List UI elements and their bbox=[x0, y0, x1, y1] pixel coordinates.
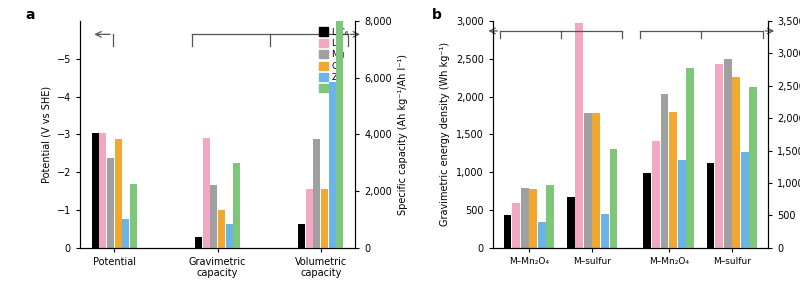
Bar bbox=[195, 237, 202, 248]
Bar bbox=[584, 113, 592, 248]
Bar bbox=[732, 77, 740, 248]
Bar bbox=[669, 112, 677, 248]
Bar bbox=[130, 184, 137, 248]
Text: a: a bbox=[25, 8, 34, 21]
Bar bbox=[652, 141, 660, 248]
Bar bbox=[678, 160, 686, 248]
Y-axis label: Specific capacity (Ah kg⁻¹/Ah l⁻¹): Specific capacity (Ah kg⁻¹/Ah l⁻¹) bbox=[398, 54, 407, 215]
Bar bbox=[610, 149, 618, 248]
Bar bbox=[706, 163, 714, 248]
Bar bbox=[298, 224, 306, 248]
Y-axis label: Potential (V vs SHE): Potential (V vs SHE) bbox=[41, 86, 51, 183]
Bar bbox=[686, 68, 694, 248]
Text: b: b bbox=[432, 8, 442, 21]
Bar bbox=[314, 139, 321, 248]
Bar bbox=[503, 215, 511, 248]
Bar bbox=[530, 189, 537, 248]
Y-axis label: Gravimetric energy density (Wh kg⁻¹): Gravimetric energy density (Wh kg⁻¹) bbox=[440, 42, 450, 226]
Bar bbox=[592, 113, 600, 248]
Bar bbox=[546, 185, 554, 248]
Bar bbox=[92, 133, 99, 248]
Bar bbox=[218, 210, 225, 248]
Bar bbox=[210, 185, 218, 248]
Bar bbox=[538, 222, 546, 248]
Bar bbox=[724, 59, 731, 248]
Bar bbox=[329, 82, 336, 248]
Bar bbox=[750, 86, 758, 248]
Bar bbox=[226, 224, 233, 248]
Bar bbox=[336, 20, 343, 248]
Bar bbox=[114, 139, 122, 248]
Bar bbox=[202, 138, 210, 248]
Bar bbox=[566, 197, 574, 248]
Bar bbox=[99, 133, 106, 248]
Bar bbox=[321, 189, 328, 248]
Bar bbox=[575, 23, 583, 248]
Legend: LiC₆, Li, Mg, Ca, Zn, Al: LiC₆, Li, Mg, Ca, Zn, Al bbox=[317, 26, 350, 95]
Bar bbox=[715, 65, 723, 248]
Bar bbox=[521, 188, 529, 248]
Bar bbox=[233, 163, 240, 248]
Bar bbox=[643, 173, 651, 248]
Bar bbox=[741, 152, 749, 248]
Bar bbox=[107, 158, 114, 248]
Bar bbox=[306, 189, 313, 248]
Bar bbox=[661, 94, 669, 248]
Bar bbox=[601, 214, 609, 248]
Bar bbox=[512, 204, 520, 248]
Bar bbox=[122, 219, 130, 248]
